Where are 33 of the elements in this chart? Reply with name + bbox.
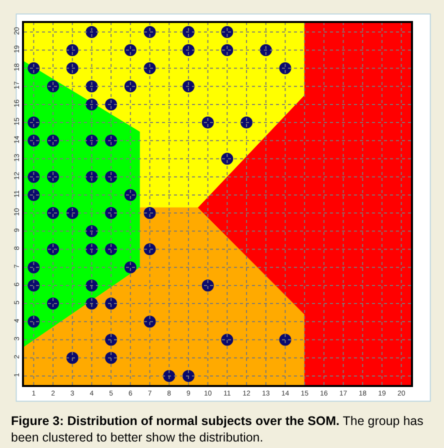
point — [86, 279, 98, 292]
point — [124, 188, 136, 201]
point — [47, 207, 60, 220]
point — [28, 316, 40, 328]
point — [202, 279, 214, 292]
point — [105, 98, 118, 110]
point — [86, 298, 98, 310]
point — [47, 243, 60, 256]
point — [182, 80, 194, 92]
caption: Figure 3: Distribution of normal subjects over the SOM. — [11, 414, 340, 428]
point — [86, 26, 98, 38]
point — [260, 44, 272, 56]
point — [47, 170, 60, 183]
point — [105, 334, 118, 346]
point — [28, 134, 40, 147]
point — [105, 207, 118, 220]
point — [144, 207, 156, 220]
point — [47, 134, 60, 147]
point — [47, 80, 60, 92]
point — [182, 370, 194, 382]
point — [105, 298, 118, 310]
point — [163, 370, 176, 382]
point — [28, 188, 40, 201]
point — [86, 98, 98, 110]
point — [221, 26, 234, 38]
point — [66, 44, 78, 56]
point — [47, 298, 60, 310]
point — [66, 352, 78, 364]
point — [182, 26, 194, 38]
point — [221, 44, 234, 56]
point — [144, 26, 156, 38]
point — [202, 116, 214, 129]
point — [28, 279, 40, 292]
